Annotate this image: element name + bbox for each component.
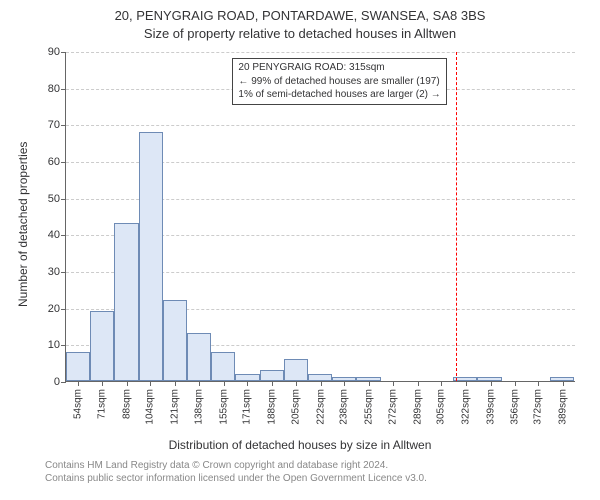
histogram-bar: [308, 374, 332, 381]
xtick-mark: [78, 381, 79, 386]
xtick-mark: [102, 381, 103, 386]
xtick-label: 356sqm: [510, 387, 521, 425]
ytick-label: 80: [48, 83, 66, 95]
histogram-bar: [477, 377, 501, 381]
xtick-mark: [272, 381, 273, 386]
x-axis-label: Distribution of detached houses by size …: [0, 438, 600, 452]
xtick-label: 272sqm: [388, 387, 399, 425]
xtick-mark: [321, 381, 322, 386]
gridline-h: [66, 52, 575, 53]
plot-area: 010203040506070809054sqm71sqm88sqm104sqm…: [65, 52, 575, 382]
xtick-label: 238sqm: [339, 387, 350, 425]
histogram-bar: [187, 333, 211, 381]
histogram-bar: [114, 223, 138, 381]
histogram-bar: [66, 352, 90, 381]
ytick-label: 20: [48, 303, 66, 315]
ytick-label: 0: [54, 376, 66, 388]
xtick-mark: [418, 381, 419, 386]
xtick-label: 255sqm: [363, 387, 374, 425]
histogram-bar: [139, 132, 163, 381]
xtick-label: 305sqm: [436, 387, 447, 425]
footer-attribution: Contains HM Land Registry data © Crown c…: [45, 460, 427, 485]
annotation-line: ← 99% of detached houses are smaller (19…: [238, 75, 440, 89]
xtick-mark: [393, 381, 394, 386]
xtick-mark: [199, 381, 200, 386]
ytick-label: 10: [48, 339, 66, 351]
footer-line-1: Contains HM Land Registry data © Crown c…: [45, 460, 427, 473]
xtick-label: 339sqm: [485, 387, 496, 425]
ytick-label: 70: [48, 119, 66, 131]
gridline-h: [66, 125, 575, 126]
ytick-label: 90: [48, 46, 66, 58]
footer-line-2: Contains public sector information licen…: [45, 473, 427, 486]
xtick-label: 222sqm: [316, 387, 327, 425]
xtick-label: 205sqm: [291, 387, 302, 425]
xtick-label: 322sqm: [460, 387, 471, 425]
xtick-label: 155sqm: [218, 387, 229, 425]
histogram-bar: [235, 374, 259, 381]
xtick-label: 104sqm: [145, 387, 156, 425]
xtick-label: 188sqm: [266, 387, 277, 425]
xtick-label: 171sqm: [242, 387, 253, 425]
chart-title-line1: 20, PENYGRAIG ROAD, PONTARDAWE, SWANSEA,…: [0, 8, 600, 23]
xtick-label: 389sqm: [557, 387, 568, 425]
xtick-label: 372sqm: [533, 387, 544, 425]
xtick-mark: [491, 381, 492, 386]
histogram-bar: [211, 352, 235, 381]
chart-title-line2: Size of property relative to detached ho…: [0, 26, 600, 41]
histogram-bar: [90, 311, 114, 381]
xtick-mark: [175, 381, 176, 386]
xtick-mark: [538, 381, 539, 386]
xtick-label: 138sqm: [194, 387, 205, 425]
y-axis-label: Number of detached properties: [16, 142, 30, 307]
xtick-mark: [296, 381, 297, 386]
xtick-mark: [369, 381, 370, 386]
xtick-mark: [563, 381, 564, 386]
xtick-mark: [224, 381, 225, 386]
annotation-line: 20 PENYGRAIG ROAD: 315sqm: [238, 61, 440, 75]
xtick-mark: [344, 381, 345, 386]
xtick-label: 121sqm: [169, 387, 180, 425]
annotation-box: 20 PENYGRAIG ROAD: 315sqm← 99% of detach…: [232, 58, 446, 105]
histogram-bar: [284, 359, 308, 381]
xtick-label: 71sqm: [97, 387, 108, 419]
annotation-line: 1% of semi-detached houses are larger (2…: [238, 88, 440, 102]
property-marker-line: [456, 52, 457, 381]
xtick-mark: [441, 381, 442, 386]
histogram-bar: [260, 370, 284, 381]
xtick-label: 54sqm: [72, 387, 83, 419]
ytick-label: 60: [48, 156, 66, 168]
xtick-label: 289sqm: [413, 387, 424, 425]
ytick-label: 30: [48, 266, 66, 278]
ytick-label: 40: [48, 229, 66, 241]
xtick-mark: [466, 381, 467, 386]
xtick-mark: [127, 381, 128, 386]
xtick-label: 88sqm: [121, 387, 132, 419]
ytick-label: 50: [48, 193, 66, 205]
xtick-mark: [247, 381, 248, 386]
histogram-bar: [163, 300, 187, 381]
xtick-mark: [515, 381, 516, 386]
xtick-mark: [150, 381, 151, 386]
